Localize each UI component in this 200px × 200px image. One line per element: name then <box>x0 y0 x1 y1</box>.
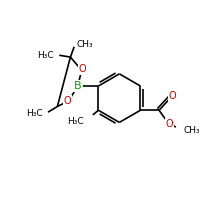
Text: B: B <box>74 81 82 91</box>
Text: O: O <box>166 119 173 129</box>
Text: O: O <box>168 91 176 101</box>
Text: H₃C: H₃C <box>26 109 42 118</box>
Text: CH₃: CH₃ <box>183 126 200 135</box>
Text: H₃C: H₃C <box>37 51 54 60</box>
Text: H₃C: H₃C <box>67 117 83 126</box>
Text: CH₃: CH₃ <box>76 40 93 49</box>
Text: O: O <box>64 96 71 106</box>
Text: O: O <box>79 64 86 74</box>
